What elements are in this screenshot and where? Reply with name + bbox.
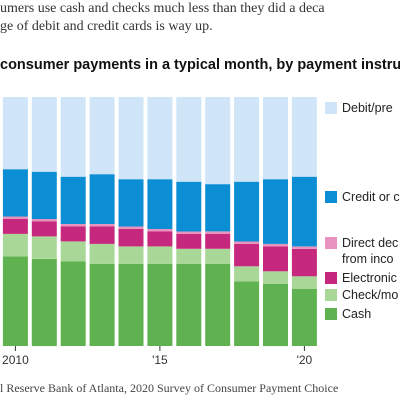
bar-segment-2019-debit-pre — [263, 97, 288, 180]
bar-segment-2018-check-mo — [234, 266, 260, 282]
bar-segment-2012-electronic — [60, 226, 86, 242]
bar-segment-2020-check-mo — [291, 276, 317, 289]
bar-segment-2019-credit-or-c — [263, 179, 288, 244]
bar-segment-2020-debit-pre — [291, 97, 317, 177]
intro-line-1: umers use cash and checks much less than… — [0, 1, 325, 16]
legend-label: Direct dec — [342, 236, 398, 250]
bar-segment-2010-electronic — [2, 219, 28, 234]
bar-segment-2011-electronic — [31, 221, 57, 237]
bar-segment-2017-cash — [205, 263, 231, 346]
bar-segment-2013-direct-dec-from-inco — [89, 224, 115, 227]
bar-segment-2012-debit-pre — [60, 97, 86, 177]
bar-segment-2016-check-mo — [176, 248, 202, 264]
bar-segment-2013-electronic — [89, 226, 115, 244]
bar-segment-2016-credit-or-c — [176, 181, 202, 232]
legend-label: Debit/pre — [342, 101, 393, 115]
bar-segment-2020-electronic — [291, 248, 317, 277]
bar-segment-2020-cash — [291, 288, 317, 346]
bar-segment-2014-debit-pre — [118, 97, 144, 180]
bar-segment-2011-cash — [31, 258, 57, 347]
bar-segment-2010-credit-or-c — [2, 169, 28, 217]
legend-swatch — [325, 237, 337, 249]
bar-segment-2014-check-mo — [118, 246, 144, 264]
bar-segment-2011-direct-dec-from-inco — [31, 219, 57, 222]
bar-segment-2018-electronic — [234, 243, 260, 267]
bar-segment-2012-cash — [60, 261, 86, 346]
bar-segment-2013-credit-or-c — [89, 174, 115, 224]
legend-swatch — [325, 191, 337, 203]
intro-line-2: ge of debit and credit cards is way up. — [0, 19, 213, 34]
bar-segment-2016-debit-pre — [176, 97, 202, 182]
bar-segment-2010-cash — [2, 256, 28, 346]
x-tick-label: '15 — [152, 353, 168, 367]
bar-segment-2014-direct-dec-from-inco — [118, 226, 144, 229]
legend-swatch — [325, 102, 337, 114]
bar-segment-2015-check-mo — [147, 246, 173, 264]
legend-label: Cash — [342, 307, 371, 321]
x-tick-label: '20 — [297, 353, 313, 367]
bars-group — [2, 97, 317, 347]
legend-label: from inco — [342, 252, 393, 266]
bar-segment-2012-direct-dec-from-inco — [60, 224, 86, 227]
x-tick-label: 2010 — [2, 353, 29, 367]
bar-segment-2017-check-mo — [205, 248, 231, 264]
x-axis: 2010 '15 '20 — [2, 346, 313, 367]
bar-segment-2011-credit-or-c — [31, 171, 57, 219]
source-note: l Reserve Bank of Atlanta, 2020 Survey o… — [0, 381, 339, 395]
bar-segment-2018-direct-dec-from-inco — [234, 241, 260, 244]
bar-segment-2015-credit-or-c — [147, 179, 173, 229]
legend-label: Credit or c — [342, 190, 400, 204]
bar-segment-2010-debit-pre — [2, 97, 28, 170]
bar-segment-2018-cash — [234, 281, 260, 346]
bar-segment-2016-cash — [176, 263, 202, 346]
bar-segment-2019-direct-dec-from-inco — [263, 243, 288, 247]
bar-segment-2011-check-mo — [31, 236, 57, 259]
bar-segment-2014-electronic — [118, 229, 144, 247]
bar-segment-2019-cash — [263, 283, 288, 347]
bar-segment-2014-cash — [118, 263, 144, 346]
bar-segment-2019-check-mo — [263, 271, 288, 284]
bar-segment-2020-credit-or-c — [291, 176, 317, 247]
bar-segment-2017-direct-dec-from-inco — [205, 231, 231, 234]
bar-segment-2012-check-mo — [60, 241, 86, 262]
bar-segment-2010-direct-dec-from-inco — [2, 216, 28, 219]
bar-segment-2013-cash — [89, 263, 115, 346]
chart-title: consumer payments in a typical month, by… — [0, 57, 400, 73]
intro-text: umers use cash and checks much less than… — [0, 0, 400, 36]
bar-segment-2019-electronic — [263, 246, 288, 272]
bar-segment-2015-electronic — [147, 231, 173, 247]
bar-segment-2016-electronic — [176, 233, 202, 249]
legend-label: Electronic — [342, 271, 397, 285]
bar-segment-2017-credit-or-c — [205, 184, 231, 232]
legend-swatch — [325, 308, 337, 320]
bar-segment-2018-credit-or-c — [234, 181, 260, 242]
bar-segment-2015-debit-pre — [147, 97, 173, 180]
bar-segment-2012-credit-or-c — [60, 176, 86, 224]
bar-segment-2020-direct-dec-from-inco — [291, 246, 317, 249]
legend-label: Check/mo — [342, 288, 398, 302]
legend-swatch — [325, 272, 337, 284]
bar-segment-2018-debit-pre — [234, 97, 260, 182]
bar-segment-2013-debit-pre — [89, 97, 115, 175]
bar-segment-2015-cash — [147, 263, 173, 346]
bar-segment-2013-check-mo — [89, 243, 115, 264]
bar-segment-2014-credit-or-c — [118, 179, 144, 227]
bar-segment-2017-debit-pre — [205, 97, 231, 185]
bar-segment-2016-direct-dec-from-inco — [176, 231, 202, 234]
bar-segment-2017-electronic — [205, 233, 231, 249]
bar-segment-2015-direct-dec-from-inco — [147, 229, 173, 232]
legend-swatch — [325, 289, 337, 301]
bar-segment-2010-check-mo — [2, 234, 28, 257]
legend: Debit/pre Credit or c Direct dec from inco E… — [325, 101, 400, 321]
bar-segment-2011-debit-pre — [31, 97, 57, 172]
